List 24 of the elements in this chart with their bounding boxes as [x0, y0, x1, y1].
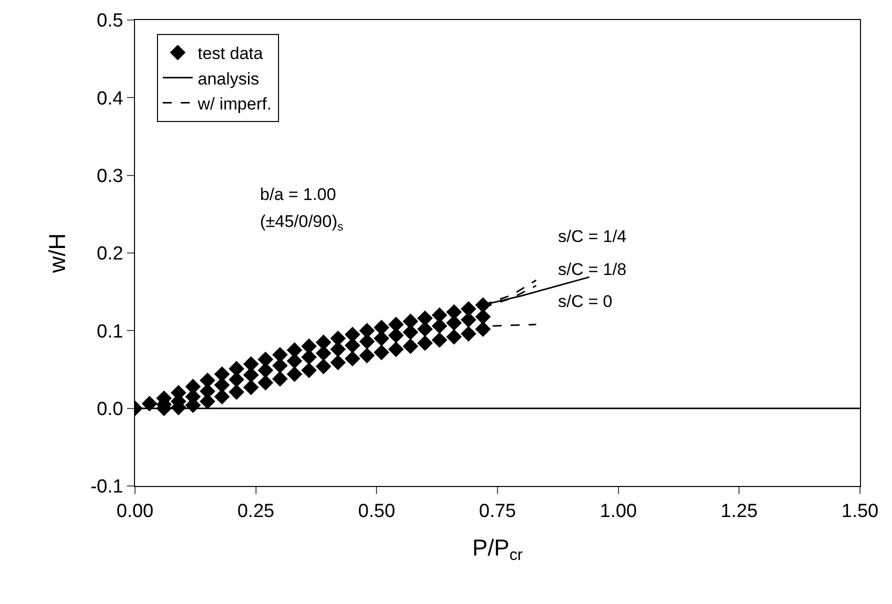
y-axis-title: w/H	[44, 233, 70, 274]
x-tick-label: 1.25	[720, 500, 758, 522]
annotation: (±45/0/90)$_{s}$	[260, 212, 344, 234]
x-tick-label: 0.25	[237, 500, 274, 522]
legend-label: w/ imperf.	[196, 94, 272, 114]
annotation: s/C = 0	[558, 292, 612, 311]
x-tick-label: 0.75	[479, 500, 516, 522]
y-tick-label: 0.3	[96, 166, 124, 187]
x-tick-label: 1.50	[842, 500, 878, 522]
y-tick-label: 0.5	[96, 10, 124, 32]
y-tick-label: 0.1	[96, 321, 124, 342]
annotation: s/C = 1/8	[558, 260, 627, 279]
annotation: s/C = 1/4	[558, 227, 627, 246]
x-tick-label: 1.00	[600, 500, 637, 522]
legend-label: analysis	[198, 69, 260, 88]
y-tick-label: 0.4	[96, 88, 124, 110]
y-tick-label: -0.1	[90, 476, 124, 498]
x-tick-label: 0.00	[116, 500, 154, 522]
x-axis-title: P/P$_{cr}$	[472, 534, 524, 564]
y-tick-label: 0.0	[96, 398, 124, 420]
annotation: b/a = 1.00	[260, 185, 336, 204]
legend-label: test data	[198, 44, 264, 64]
x-tick-label: 0.50	[358, 500, 396, 522]
y-tick-label: 0.2	[96, 244, 124, 265]
